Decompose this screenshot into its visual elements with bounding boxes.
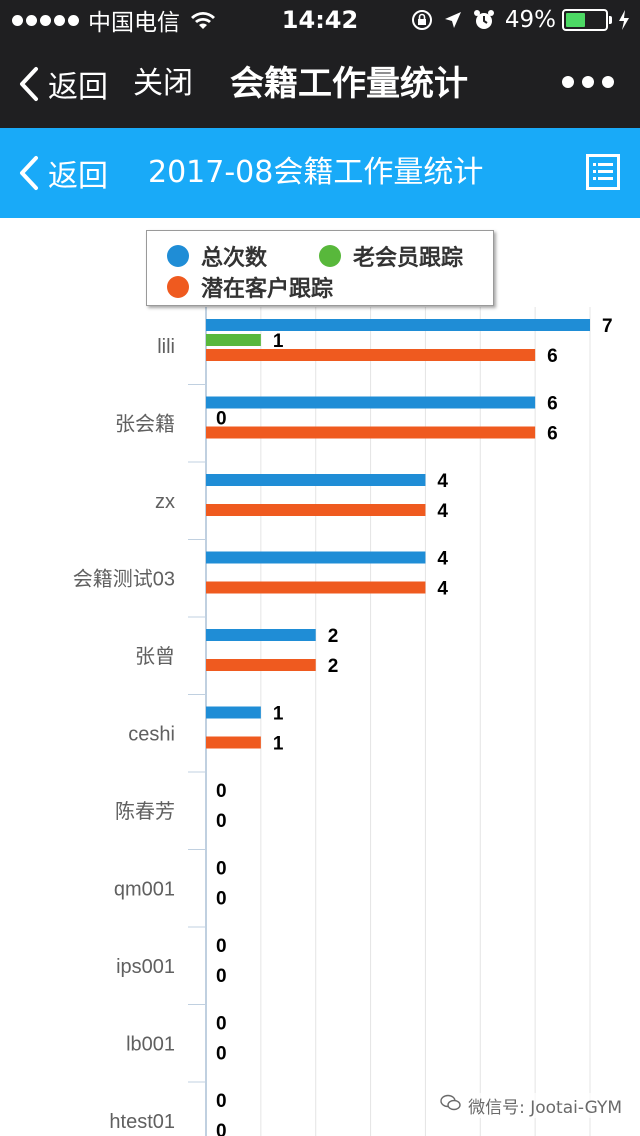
charging-icon bbox=[618, 10, 630, 30]
data-label: 0 bbox=[216, 781, 227, 802]
category-label: 张曾 bbox=[135, 645, 175, 668]
bar[interactable] bbox=[206, 706, 261, 719]
status-right: 49% bbox=[411, 6, 630, 34]
data-label: 4 bbox=[437, 501, 448, 522]
data-label: 6 bbox=[547, 394, 558, 415]
category-label: htest01 bbox=[109, 1111, 175, 1133]
bar[interactable] bbox=[206, 629, 316, 641]
category-label: ips001 bbox=[116, 956, 175, 978]
category-label: 张会籍 bbox=[115, 412, 175, 435]
clock: 14:42 bbox=[281, 6, 359, 34]
more-icon[interactable] bbox=[562, 76, 614, 88]
category-label: lili bbox=[157, 336, 175, 358]
chevron-left-icon bbox=[18, 155, 40, 191]
legend-label-potential: 潜在客户跟踪 bbox=[201, 277, 334, 302]
rotation-lock-icon bbox=[411, 9, 433, 31]
data-label: 4 bbox=[437, 579, 448, 600]
wechat-icon bbox=[440, 1094, 462, 1117]
nav-title: 会籍工作量统计 bbox=[230, 64, 468, 104]
bar[interactable] bbox=[206, 474, 426, 486]
legend-label-old-member: 老会员跟踪 bbox=[353, 246, 464, 271]
data-label: 0 bbox=[216, 889, 227, 910]
bar[interactable] bbox=[206, 659, 316, 671]
data-label: 0 bbox=[216, 936, 227, 957]
data-label: 0 bbox=[216, 1014, 227, 1035]
data-label: 2 bbox=[328, 656, 339, 677]
category-label: 陈春芳 bbox=[115, 800, 175, 823]
category-label: qm001 bbox=[114, 878, 175, 900]
data-label: 0 bbox=[216, 966, 227, 987]
category-label: ceshi bbox=[128, 723, 175, 745]
watermark: 微信号: Jootai-GYM bbox=[440, 1093, 622, 1118]
watermark-text: 微信号: Jootai-GYM bbox=[468, 1098, 622, 1118]
bar[interactable] bbox=[206, 551, 426, 564]
legend-item-total[interactable]: 总次数 bbox=[167, 240, 267, 272]
category-label: lb001 bbox=[126, 1033, 175, 1055]
bar[interactable] bbox=[206, 334, 261, 346]
list-icon[interactable] bbox=[586, 154, 620, 190]
data-label: 7 bbox=[602, 316, 613, 337]
data-label: 0 bbox=[216, 811, 227, 832]
page-title: 2017-08会籍工作量统计 bbox=[148, 155, 484, 190]
bar[interactable] bbox=[206, 736, 261, 749]
location-icon bbox=[443, 10, 463, 30]
carrier-label: 中国电信 bbox=[88, 10, 180, 36]
data-label: 6 bbox=[547, 424, 558, 445]
bar[interactable] bbox=[206, 426, 536, 439]
data-label: 0 bbox=[216, 1091, 227, 1112]
nav-close-button[interactable]: 关闭 bbox=[133, 66, 193, 101]
chart-legend[interactable]: 总次数 老会员跟踪 潜在客户跟踪 bbox=[146, 230, 494, 306]
alarm-icon bbox=[473, 9, 495, 31]
data-label: 1 bbox=[273, 704, 284, 725]
legend-marker-total bbox=[167, 245, 189, 267]
category-label: 会籍测试03 bbox=[73, 567, 175, 590]
data-label: 0 bbox=[216, 1044, 227, 1065]
bar[interactable] bbox=[206, 581, 426, 594]
signal-icon bbox=[12, 14, 82, 26]
bar[interactable] bbox=[206, 504, 426, 516]
data-label: 1 bbox=[273, 331, 284, 352]
nav-back-button[interactable]: 返回 bbox=[18, 62, 108, 106]
page-back-label: 返回 bbox=[48, 159, 108, 194]
bar-chart: lili 7 1 6 张会籍 6 0 6 zx 4 4 会籍测试03 4 4 张曾 2 2 ceshi 1 1 陈春芳 0… bbox=[73, 307, 613, 1136]
legend-item-potential[interactable]: 潜在客户跟踪 bbox=[167, 271, 333, 303]
data-label: 2 bbox=[328, 626, 339, 647]
legend-marker-old-member bbox=[319, 245, 341, 267]
chevron-left-icon bbox=[18, 66, 40, 102]
nav-back-label: 返回 bbox=[48, 70, 108, 105]
data-label: 0 bbox=[216, 409, 227, 430]
wifi-icon bbox=[190, 10, 216, 30]
status-bar: 中国电信 14:42 49% bbox=[0, 0, 640, 40]
category-label: zx bbox=[155, 491, 175, 513]
legend-marker-potential bbox=[167, 276, 189, 298]
data-label: 0 bbox=[216, 859, 227, 880]
legend-label-total: 总次数 bbox=[201, 246, 268, 271]
data-label: 6 bbox=[547, 346, 558, 367]
bar[interactable] bbox=[206, 396, 536, 409]
legend-item-old-member[interactable]: 老会员跟踪 bbox=[319, 240, 463, 272]
page-back-button[interactable]: 返回 bbox=[18, 151, 108, 195]
data-label: 4 bbox=[437, 471, 448, 492]
bar[interactable] bbox=[206, 349, 536, 361]
chart-area: lili 7 1 6 张会籍 6 0 6 zx 4 4 会籍测试03 4 4 张曾 2 2 ceshi 1 1 陈春芳 0… bbox=[0, 218, 640, 1136]
data-label: 1 bbox=[273, 734, 284, 755]
status-left: 中国电信 bbox=[12, 6, 216, 36]
page-header: 返回 2017-08会籍工作量统计 bbox=[0, 128, 640, 218]
data-label: 0 bbox=[216, 1121, 227, 1136]
wechat-nav-bar: 返回 关闭 会籍工作量统计 bbox=[0, 40, 640, 128]
bar[interactable] bbox=[206, 319, 590, 331]
data-label: 4 bbox=[437, 549, 448, 570]
battery-icon bbox=[562, 9, 608, 31]
battery-percent: 49% bbox=[504, 7, 556, 33]
